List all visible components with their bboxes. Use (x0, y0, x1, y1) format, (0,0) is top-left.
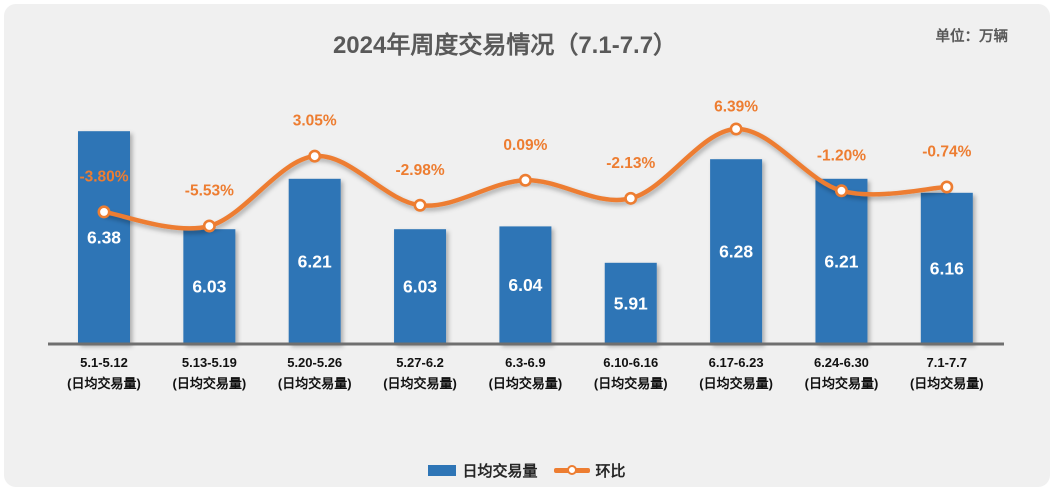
chart-title: 2024年周度交易情况（7.1-7.7） (332, 32, 678, 59)
trend-value-label: -1.20% (817, 147, 866, 164)
bar-value-label: 6.28 (719, 242, 753, 262)
trend-value-label: -2.98% (395, 162, 444, 179)
x-axis-label-period: 5.1-5.12 (80, 355, 128, 370)
x-axis-label-period: 5.20-5.26 (287, 355, 342, 370)
trend-value-label: 3.05% (293, 113, 337, 130)
legend-label-bar-series: 日均交易量 (462, 462, 538, 480)
x-axis-label-sub: (日均交易量) (699, 376, 773, 391)
legend-label-line-series: 环比 (595, 462, 626, 480)
trend-marker-icon (729, 122, 743, 136)
bar (604, 262, 657, 344)
legend-item-bar-series: 日均交易量 (428, 460, 538, 481)
line-swatch-marker-icon (566, 465, 577, 475)
trend-value-label: -3.80% (79, 168, 128, 185)
x-axis-label-period: 5.27-6.2 (396, 355, 444, 370)
x-axis-label-sub: (日均交易量) (910, 376, 984, 391)
x-axis-label-sub: (日均交易量) (278, 376, 352, 391)
legend: 日均交易量 环比 (0, 458, 1054, 482)
x-axis-label-sub: (日均交易量) (173, 376, 247, 391)
trend-marker-icon (97, 205, 111, 219)
x-axis-label-sub: (日均交易量) (383, 376, 457, 391)
bar-value-label: 6.38 (87, 228, 121, 248)
line-series-swatch-icon (553, 464, 590, 476)
bar (710, 159, 763, 344)
x-axis-label-sub: (日均交易量) (67, 376, 141, 391)
bar (499, 226, 552, 344)
trend-marker-icon (308, 149, 322, 163)
trend-marker-icon (624, 191, 638, 205)
x-axis-label-period: 6.3-6.9 (505, 355, 545, 370)
bar (394, 229, 447, 344)
bar-series-swatch-icon (428, 464, 457, 476)
trend-value-label: -0.74% (922, 144, 971, 161)
trend-marker-icon (940, 180, 954, 194)
x-axis-label-period: 5.13-5.19 (182, 355, 237, 370)
trend-marker-icon (413, 198, 427, 212)
x-axis-label-period: 6.17-6.23 (709, 355, 764, 370)
bar (920, 192, 973, 344)
bar (183, 229, 236, 344)
trend-value-label: 0.09% (503, 137, 547, 154)
trend-marker-icon (202, 219, 216, 233)
x-axis-label-sub: (日均交易量) (594, 376, 668, 391)
trend-value-label: -5.53% (185, 183, 234, 200)
bar-value-label: 6.03 (192, 277, 226, 297)
unit-label: 单位：万辆 (935, 29, 1009, 45)
bar (815, 178, 868, 344)
bar-value-label: 6.16 (930, 258, 964, 278)
x-axis-label-period: 6.10-6.16 (603, 355, 658, 370)
bar-value-label: 5.91 (614, 293, 648, 313)
x-axis-label-sub: (日均交易量) (805, 376, 879, 391)
bar-value-label: 6.21 (824, 251, 858, 271)
bar-value-label: 6.21 (298, 251, 332, 271)
bar (288, 178, 341, 344)
trend-marker-icon (834, 184, 848, 198)
bar-value-label: 6.03 (403, 277, 437, 297)
x-axis-label-period: 6.24-6.30 (814, 355, 869, 370)
bar (78, 131, 130, 344)
bar-value-label: 6.04 (508, 275, 542, 295)
legend-item-line-series: 环比 (553, 460, 626, 481)
x-axis-label-period: 7.1-7.7 (927, 355, 967, 370)
trend-marker-icon (518, 173, 532, 187)
x-axis-label-sub: (日均交易量) (489, 376, 563, 391)
trend-value-label: -2.13% (606, 155, 655, 172)
trend-value-label: 6.39% (714, 99, 758, 116)
